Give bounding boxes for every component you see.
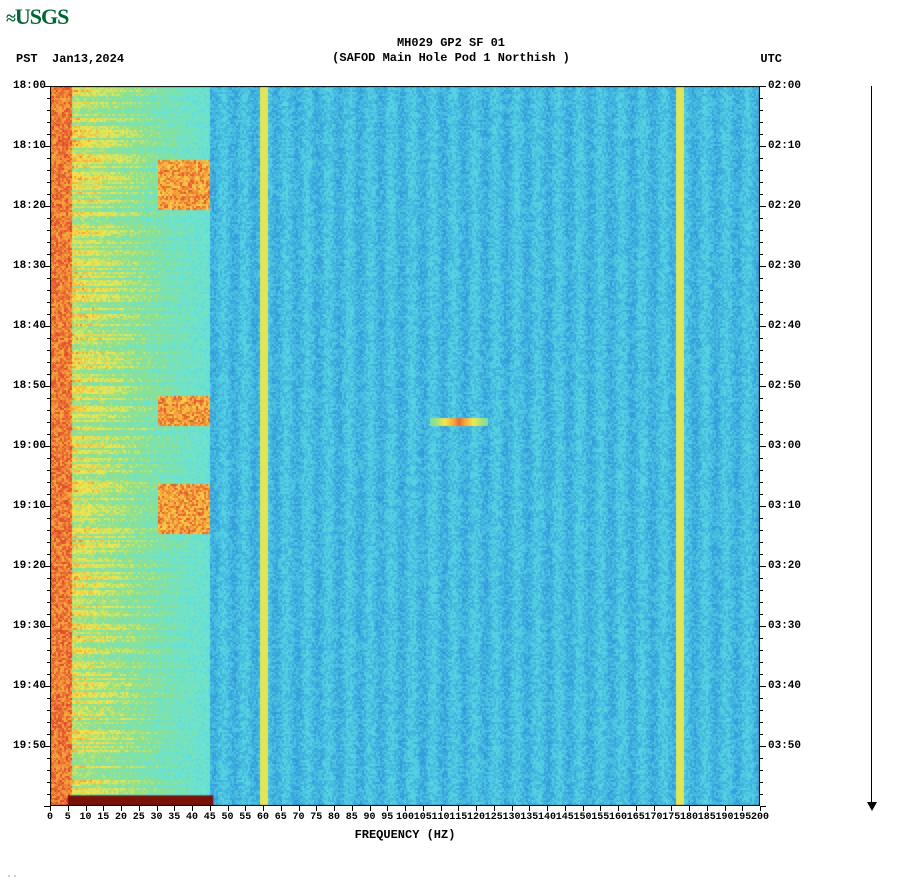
ytick-left: 19:00 xyxy=(6,440,46,452)
ytick-left: 19:30 xyxy=(6,620,46,632)
xtick: 90 xyxy=(363,812,375,823)
ytick-right: 02:20 xyxy=(768,200,801,212)
xtick: 30 xyxy=(150,812,162,823)
ytick-left: 19:50 xyxy=(6,740,46,752)
xtick: 15 xyxy=(97,812,109,823)
xtick: 0 xyxy=(47,812,53,823)
time-arrow-head xyxy=(867,802,877,811)
ytick-left: 18:00 xyxy=(6,80,46,92)
x-axis-label: FREQUENCY (HZ) xyxy=(50,828,760,842)
xtick: 130 xyxy=(502,812,520,823)
xtick: 35 xyxy=(168,812,180,823)
ytick-right: 03:00 xyxy=(768,440,801,452)
ytick-left: 19:40 xyxy=(6,680,46,692)
xtick: 40 xyxy=(186,812,198,823)
xtick: 155 xyxy=(591,812,609,823)
ytick-right: 02:10 xyxy=(768,140,801,152)
ytick-right: 02:50 xyxy=(768,380,801,392)
ytick-right: 02:00 xyxy=(768,80,801,92)
xtick: 200 xyxy=(751,812,769,823)
ytick-left: 18:20 xyxy=(6,200,46,212)
xtick: 80 xyxy=(328,812,340,823)
xtick: 180 xyxy=(680,812,698,823)
xtick: 55 xyxy=(239,812,251,823)
ytick-left: 18:30 xyxy=(6,260,46,272)
xtick: 60 xyxy=(257,812,269,823)
xtick: 105 xyxy=(414,812,432,823)
xtick: 115 xyxy=(449,812,467,823)
ytick-right: 03:40 xyxy=(768,680,801,692)
ytick-left: 19:10 xyxy=(6,500,46,512)
xtick: 20 xyxy=(115,812,127,823)
ytick-right: 02:30 xyxy=(768,260,801,272)
xtick: 160 xyxy=(609,812,627,823)
ytick-left: 18:10 xyxy=(6,140,46,152)
xtick: 85 xyxy=(346,812,358,823)
ytick-right: 03:20 xyxy=(768,560,801,572)
xtick: 120 xyxy=(467,812,485,823)
xtick: 45 xyxy=(204,812,216,823)
xtick: 170 xyxy=(644,812,662,823)
spectrogram-heatmap xyxy=(50,86,760,806)
xtick: 165 xyxy=(627,812,645,823)
xtick: 75 xyxy=(310,812,322,823)
xtick: 95 xyxy=(381,812,393,823)
time-arrow-line xyxy=(871,86,872,806)
right-timezone-label: UTC xyxy=(760,52,782,66)
xtick: 100 xyxy=(396,812,414,823)
xtick: 65 xyxy=(275,812,287,823)
xtick: 150 xyxy=(573,812,591,823)
xtick: 145 xyxy=(556,812,574,823)
ytick-left: 19:20 xyxy=(6,560,46,572)
xtick: 195 xyxy=(733,812,751,823)
xtick: 185 xyxy=(698,812,716,823)
xtick: 135 xyxy=(520,812,538,823)
xtick: 10 xyxy=(79,812,91,823)
ytick-right: 02:40 xyxy=(768,320,801,332)
xtick: 5 xyxy=(65,812,71,823)
xtick: 25 xyxy=(133,812,145,823)
xtick: 175 xyxy=(662,812,680,823)
ytick-left: 18:40 xyxy=(6,320,46,332)
ytick-right: 03:50 xyxy=(768,740,801,752)
ytick-left: 18:50 xyxy=(6,380,46,392)
xtick: 50 xyxy=(221,812,233,823)
ytick-right: 03:30 xyxy=(768,620,801,632)
footer-mark: ˙˙ xyxy=(6,876,18,887)
xtick: 140 xyxy=(538,812,556,823)
xtick: 125 xyxy=(485,812,503,823)
ytick-right: 03:10 xyxy=(768,500,801,512)
usgs-logo: ≈USGS xyxy=(6,4,68,30)
xtick: 190 xyxy=(715,812,733,823)
xtick: 110 xyxy=(431,812,449,823)
xtick: 70 xyxy=(292,812,304,823)
